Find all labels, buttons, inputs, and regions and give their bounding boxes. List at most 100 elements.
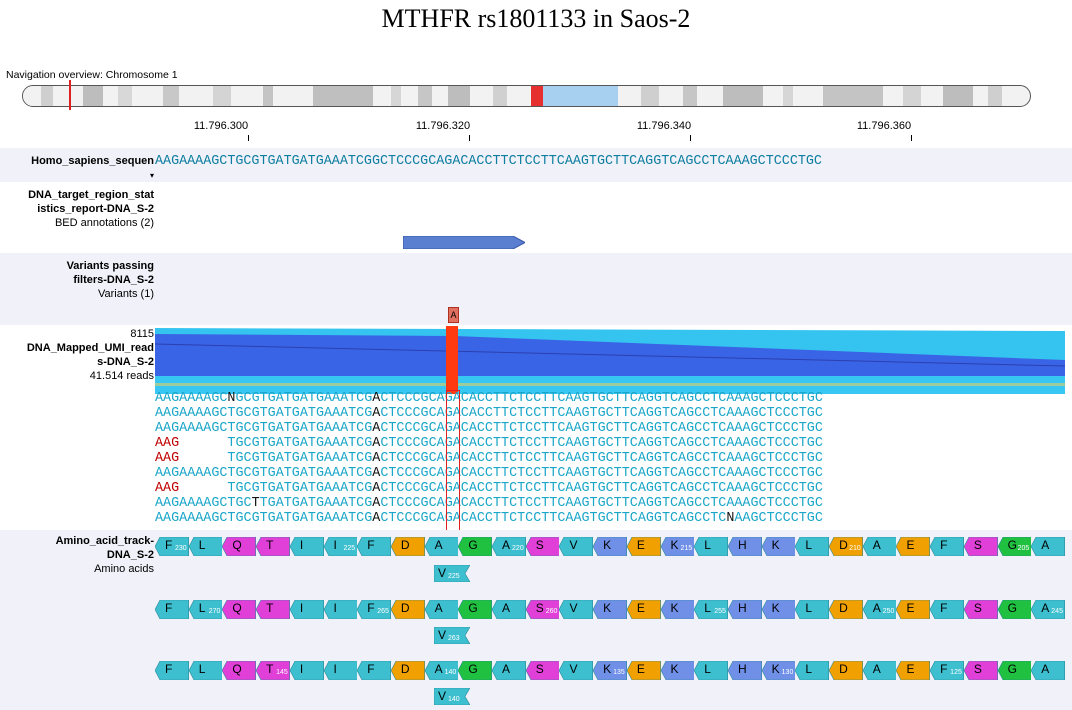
amino-acid-cell[interactable]: A [424, 536, 459, 557]
amino-acid-cell[interactable]: F [356, 536, 392, 557]
amino-acid-cell[interactable]: H [727, 536, 762, 557]
amino-acid-cell[interactable]: F [154, 599, 190, 620]
amino-acid-cell[interactable]: K [660, 660, 695, 681]
amino-acid-cell[interactable]: S [525, 660, 560, 681]
amino-acid-cell[interactable]: L [693, 536, 729, 557]
amino-acid-cell[interactable]: E [626, 599, 661, 620]
amino-acid-cell[interactable]: L [795, 599, 830, 620]
amino-acid-cell[interactable]: L [795, 536, 830, 557]
amino-acid-cell[interactable]: K [761, 599, 796, 620]
read-row[interactable]: AAGAAAAGCTGCGTGATGATGAAATCGACTCCCGCAGACA… [155, 466, 823, 481]
amino-acid-cell[interactable]: D [390, 660, 425, 681]
amino-acid-cell[interactable]: V [559, 536, 594, 557]
amino-track-label[interactable]: Amino_acid_track- DNA_S-2 Amino acids [55, 535, 154, 575]
amino-acid-cell[interactable]: G [457, 536, 493, 557]
amino-acid-cell[interactable]: I [289, 660, 324, 681]
amino-acid-cell[interactable]: T [255, 536, 291, 557]
amino-acid-cell[interactable]: G 205 [997, 536, 1032, 557]
amino-acid-cell[interactable]: L [795, 660, 830, 681]
variant-amino-acid[interactable]: V 225 [433, 564, 471, 583]
amino-acid-cell[interactable]: S [525, 536, 560, 557]
position-marker[interactable] [69, 80, 71, 110]
amino-acid-cell[interactable]: A [491, 660, 527, 681]
bed-annotation-arrow[interactable] [403, 236, 525, 249]
amino-acid-cell[interactable]: F [929, 536, 965, 557]
amino-acid-cell[interactable]: K 135 [592, 660, 628, 681]
amino-acid-cell[interactable]: A [862, 536, 897, 557]
amino-acid-cell[interactable]: T 145 [255, 660, 291, 681]
amino-acid-cell[interactable]: G [997, 660, 1032, 681]
amino-acid-cell[interactable]: D [828, 599, 864, 620]
amino-acid-cell[interactable]: I [323, 660, 358, 681]
amino-acid-cell[interactable]: A [491, 599, 527, 620]
amino-acid-cell[interactable]: L [188, 536, 223, 557]
read-row[interactable]: AAGAAAAGCNGCGTGATGATGAAATCGACTCCCGCAGACA… [155, 391, 823, 406]
read-row[interactable]: AAGAAAAGCTGCTTGATGATGAAATCGACTCCCGCAGACA… [155, 496, 823, 511]
amino-acid-cell[interactable]: G [457, 660, 493, 681]
amino-acid-cell[interactable]: A 250 [862, 599, 897, 620]
amino-acid-cell[interactable]: K [592, 536, 628, 557]
amino-acid-row[interactable]: F L Q T 145 I I F D A 140 G A S V K 135 E K L H K 130 L D A E F 125 S… [154, 660, 1066, 681]
amino-acid-cell[interactable]: E [626, 536, 661, 557]
read-row[interactable]: AAG TGCGTGATGATGAAATCGACTCCCGCAGACACCTTC… [155, 436, 823, 451]
amino-acid-cell[interactable]: V [559, 599, 594, 620]
amino-acid-cell[interactable]: S [963, 536, 998, 557]
amino-acid-cell[interactable]: G [457, 599, 493, 620]
chromosome-ideogram[interactable] [22, 85, 1031, 107]
amino-acid-cell[interactable]: F [356, 660, 392, 681]
read-row[interactable]: AAG TGCGTGATGATGAAATCGACTCCCGCAGACACCTTC… [155, 481, 823, 496]
amino-acid-cell[interactable]: S 260 [525, 599, 560, 620]
amino-acid-cell[interactable]: A [1030, 660, 1066, 681]
amino-acid-cell[interactable]: F 265 [356, 599, 392, 620]
amino-acid-cell[interactable]: L [188, 660, 223, 681]
amino-acid-cell[interactable]: I [289, 599, 324, 620]
amino-acid-cell[interactable]: I [289, 536, 324, 557]
amino-acid-cell[interactable]: E [896, 536, 931, 557]
amino-acid-cell[interactable]: D [390, 599, 425, 620]
amino-acid-cell[interactable]: Q [222, 599, 257, 620]
amino-acid-cell[interactable]: I [323, 599, 358, 620]
variant-marker[interactable]: A [448, 307, 459, 323]
amino-acid-cell[interactable]: L 255 [693, 599, 729, 620]
amino-acid-cell[interactable]: L 270 [188, 599, 223, 620]
amino-acid-cell[interactable]: K 215 [660, 536, 695, 557]
amino-acid-row[interactable]: F 230 L Q T I I 225 F D A G A 220 S V K E K 215 L H K L D 210 A E F S… [154, 536, 1066, 557]
amino-acid-cell[interactable]: D [828, 660, 864, 681]
reads-track-label[interactable]: 8115 DNA_Mapped_UMI_read s-DNA_S-2 41.514 r… [26, 328, 154, 382]
reference-track-label[interactable]: Homo_sapiens_sequen ▾ [31, 155, 154, 180]
amino-acid-cell[interactable]: K 130 [761, 660, 796, 681]
amino-acid-cell[interactable]: F 230 [154, 536, 190, 557]
amino-acid-cell[interactable]: K [761, 536, 796, 557]
amino-acid-cell[interactable]: D [390, 536, 425, 557]
amino-acid-cell[interactable]: A [1030, 536, 1066, 557]
amino-acid-cell[interactable]: Q [222, 660, 257, 681]
variant-amino-acid[interactable]: V 140 [433, 687, 471, 706]
amino-acid-cell[interactable]: V [559, 660, 594, 681]
read-row[interactable]: AAGAAAAGCTGCGTGATGATGAAATCGACTCCCGCAGACA… [155, 406, 823, 421]
variant-amino-acid[interactable]: V 263 [433, 626, 471, 645]
amino-acid-cell[interactable]: A 140 [424, 660, 459, 681]
amino-acid-cell[interactable]: Q [222, 536, 257, 557]
amino-acid-cell[interactable]: F 125 [929, 660, 965, 681]
amino-acid-cell[interactable]: H [727, 660, 762, 681]
amino-acid-cell[interactable]: A [424, 599, 459, 620]
amino-acid-cell[interactable]: I 225 [323, 536, 358, 557]
amino-acid-cell[interactable]: L [693, 660, 729, 681]
amino-acid-cell[interactable]: F [929, 599, 965, 620]
variant-track-label[interactable]: Variants passing filters-DNA_S-2 Variants … [66, 260, 154, 300]
amino-acid-cell[interactable]: A 245 [1030, 599, 1066, 620]
amino-acid-cell[interactable]: K [660, 599, 695, 620]
amino-acid-cell[interactable]: E [626, 660, 661, 681]
amino-acid-cell[interactable]: S [963, 599, 998, 620]
amino-acid-cell[interactable]: G [997, 599, 1032, 620]
amino-acid-cell[interactable]: E [896, 599, 931, 620]
amino-acid-cell[interactable]: A 220 [491, 536, 527, 557]
amino-acid-cell[interactable]: S [963, 660, 998, 681]
read-row[interactable]: AAGAAAAGCTGCGTGATGATGAAATCGACTCCCGCAGACA… [155, 421, 823, 436]
amino-acid-cell[interactable]: D 210 [828, 536, 864, 557]
amino-acid-cell[interactable]: H [727, 599, 762, 620]
amino-acid-cell[interactable]: K [592, 599, 628, 620]
amino-acid-row[interactable]: F L 270 Q T I I F 265 D A G A S 260 V K E K L 255 H K L D A 250 E F S… [154, 599, 1066, 620]
amino-acid-cell[interactable]: F [154, 660, 190, 681]
read-row[interactable]: AAGAAAAGCTGCGTGATGATGAAATCGACTCCCGCAGACA… [155, 511, 823, 526]
